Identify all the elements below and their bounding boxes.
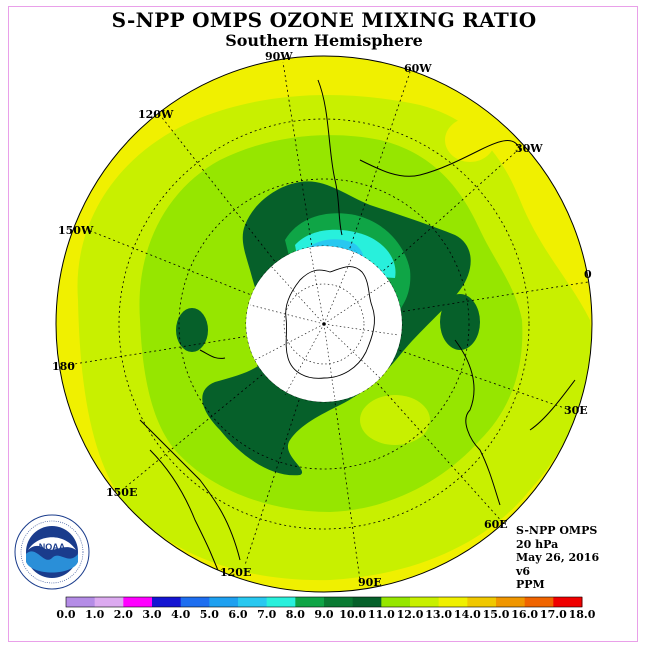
field-patch-darkgreen-east xyxy=(440,294,480,350)
colorbar-tick-label: 9.0 xyxy=(314,608,334,621)
colorbar-tick-label: 2.0 xyxy=(113,608,133,621)
info-instrument: S-NPP OMPS xyxy=(516,524,598,537)
colorbar-tick-label: 7.0 xyxy=(257,608,277,621)
lon-label-30w: 30W xyxy=(515,142,543,155)
colorbar xyxy=(65,596,583,608)
coastlines xyxy=(139,79,576,591)
colorbar-tick-label: 13.0 xyxy=(425,608,453,621)
lon-label-60e: 60E xyxy=(484,518,508,531)
colorbar-tick-label: 1.0 xyxy=(85,608,105,621)
map-title: S-NPP OMPS OZONE MIXING RATIO xyxy=(111,8,537,32)
colorbar-swatch xyxy=(324,597,354,607)
colorbar-tick-label: 14.0 xyxy=(453,608,481,621)
colorbar-swatch xyxy=(238,597,268,607)
colorbar-tick-label: 0.0 xyxy=(56,608,76,621)
colorbar-swatch xyxy=(410,597,440,607)
colorbar-swatch xyxy=(467,597,497,607)
colorbar-tick-label: 5.0 xyxy=(199,608,219,621)
colorbar-swatch xyxy=(180,597,210,607)
map-outline xyxy=(55,55,593,593)
colorbar-swatch xyxy=(295,597,325,607)
colorbar-swatch xyxy=(123,597,153,607)
info-pressure-level: 20 hPa xyxy=(516,537,559,551)
colorbar-swatch xyxy=(381,597,411,607)
lon-label-90w: 90W xyxy=(265,50,293,63)
polar-graticule xyxy=(249,247,399,401)
field-patch-yellow-n xyxy=(320,68,370,92)
lon-label-60w: 60W xyxy=(404,62,432,75)
field-patch-yellowgreen-s xyxy=(360,395,430,445)
logo-text: NOAA xyxy=(39,542,66,552)
lon-label-0: 0 xyxy=(584,268,592,281)
map-subtitle: Southern Hemisphere xyxy=(225,31,423,50)
info-version: v6 xyxy=(516,564,531,578)
info-units: PPM xyxy=(516,578,545,591)
colorbar-swatch xyxy=(524,597,554,607)
lon-label-150w: 150W xyxy=(58,224,94,237)
lon-label-150e: 150E xyxy=(106,486,138,499)
colorbar-swatch xyxy=(438,597,468,607)
colorbar-tick-label: 11.0 xyxy=(367,608,395,621)
colorbar-border xyxy=(65,596,583,608)
field-patch-yellow-ne xyxy=(445,118,495,162)
colorbar-swatch xyxy=(266,597,296,607)
field-patch-darkgreen-west xyxy=(176,308,208,352)
colorbar-tick-label: 3.0 xyxy=(142,608,162,621)
colorbar-tick-label: 16.0 xyxy=(511,608,539,621)
colorbar-swatch xyxy=(94,597,124,607)
colorbar-tick-label: 8.0 xyxy=(285,608,305,621)
colorbar-tick-label: 10.0 xyxy=(339,608,367,621)
south-pole-marker xyxy=(322,322,326,326)
info-date: May 26, 2016 xyxy=(516,551,600,564)
colorbar-swatch xyxy=(152,597,182,607)
colorbar-tick-label: 4.0 xyxy=(171,608,191,621)
colorbar-swatch xyxy=(66,597,96,607)
lon-label-120e: 120E xyxy=(220,566,252,579)
colorbar-swatch xyxy=(496,597,526,607)
lon-label-180: 180 xyxy=(52,360,75,373)
colorbar-tick-label: 17.0 xyxy=(539,608,567,621)
product-info: S-NPP OMPS 20 hPa May 26, 2016 v6 PPM xyxy=(516,524,599,592)
lon-label-120w: 120W xyxy=(138,108,174,121)
colorbar-tick-label: 15.0 xyxy=(482,608,510,621)
noaa-logo: NOAA xyxy=(14,514,90,590)
antarctica-coastline xyxy=(285,266,375,379)
colorbar-swatch xyxy=(352,597,382,607)
colorbar-swatch xyxy=(209,597,239,607)
colorbar-tick-label: 18.0 xyxy=(568,608,596,621)
lon-label-90e: 90E xyxy=(358,576,382,589)
colorbar-swatch xyxy=(553,597,583,607)
image-frame xyxy=(8,6,638,642)
colorbar-tick-label: 6.0 xyxy=(228,608,248,621)
lon-label-30e: 30E xyxy=(564,404,588,417)
colorbar-tick-label: 12.0 xyxy=(396,608,424,621)
